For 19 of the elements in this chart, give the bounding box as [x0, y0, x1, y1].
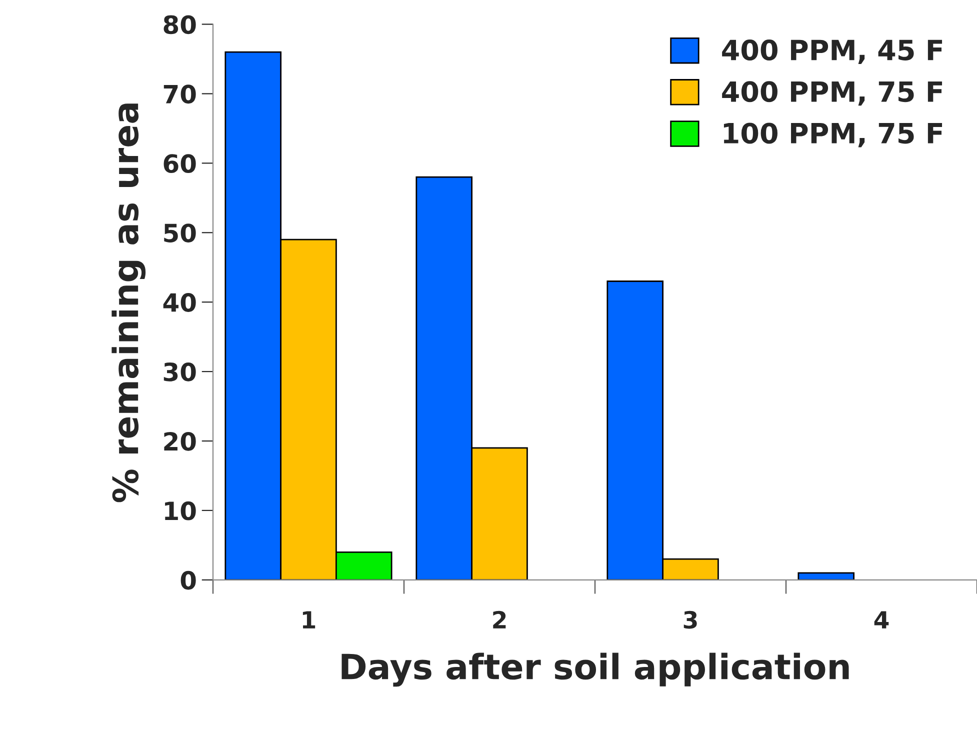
- bar: [798, 572, 854, 580]
- x-tick-label: 4: [874, 611, 889, 628]
- y-tick-label: 30: [164, 362, 196, 382]
- legend-label: 400 PPM, 75 F: [722, 81, 942, 106]
- y-tick-label: 10: [165, 501, 196, 520]
- y-tick-label: 60: [164, 154, 196, 174]
- y-tick-label: 70: [164, 84, 196, 104]
- y-tick-label: 20: [164, 432, 196, 451]
- y-tick-label: 80: [164, 15, 196, 34]
- y-tick-label: 50: [164, 224, 196, 242]
- x-tick-label: 2: [493, 610, 506, 628]
- x-axis-title: Days after soil application: [342, 652, 849, 687]
- y-tick-label: 0: [180, 570, 196, 590]
- legend-label: 400 PPM, 45 F: [722, 39, 942, 64]
- y-axis-title: % remaining as urea: [112, 104, 146, 502]
- x-tick-label: 1: [302, 611, 316, 628]
- legend-label: 100 PPM, 75 F: [724, 122, 942, 148]
- y-tick-label: 40: [163, 293, 196, 312]
- x-tick-label: 3: [684, 610, 697, 629]
